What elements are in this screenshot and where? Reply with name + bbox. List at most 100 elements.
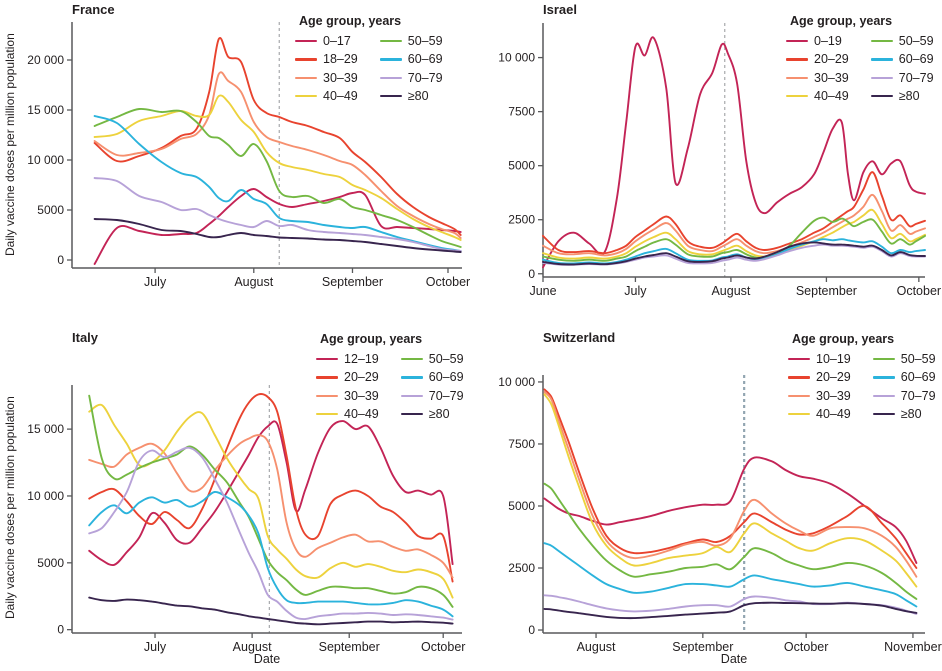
y-tick-label: 0: [528, 623, 535, 637]
legend-item-label: 70–79: [428, 388, 464, 403]
legend-item-label: 20–29: [344, 370, 379, 385]
x-tick-label: August: [234, 275, 273, 289]
legend-line-swatch: [872, 357, 895, 361]
series-line-30-39: [542, 193, 926, 257]
series-line-10-19: [543, 456, 918, 564]
legend-item-label: 50–59: [428, 352, 464, 367]
legend-item: 30–39: [295, 69, 358, 87]
series-line-18-29: [93, 37, 462, 236]
y-tick-label: 0: [57, 253, 64, 267]
legend-item-label: 40–49: [344, 407, 379, 422]
y-tick-label: 5000: [37, 203, 64, 217]
legend-item: 40–49: [316, 405, 379, 423]
series-line-30-39: [93, 71, 462, 239]
x-tick-label: October: [784, 640, 828, 654]
legend-item-label: ≥80: [900, 407, 922, 422]
series-line-50-59: [543, 482, 918, 600]
legend-line-swatch: [788, 412, 810, 416]
legend-item-label: 20–29: [814, 52, 849, 67]
series-line-20-29: [88, 393, 454, 583]
legend-item-label: 40–49: [814, 89, 849, 104]
legend-item-label: 60–69: [900, 370, 936, 385]
legend-item: 60–69: [870, 50, 934, 68]
x-axis-title-switzerland: Date: [720, 652, 748, 666]
y-tick-label: 7500: [508, 105, 535, 119]
x-tick-label: August: [711, 284, 750, 298]
legend-line-swatch: [870, 94, 893, 98]
legend-line-swatch: [295, 58, 317, 61]
legend-line-swatch: [786, 39, 808, 43]
legend-item-label: 70–79: [900, 388, 936, 403]
legend-item: 50–59: [870, 32, 934, 50]
series-line-60-69: [88, 490, 454, 618]
legend-line-swatch: [872, 412, 895, 416]
series-line--80: [542, 241, 926, 266]
x-tick-label: September: [322, 275, 383, 289]
legend-item-label: 50–59: [900, 352, 936, 367]
x-tick-label: August: [577, 640, 616, 654]
legend-line-swatch: [870, 39, 893, 43]
legend-item-label: 10–19: [816, 352, 851, 367]
legend-switzerland: Age group, years 10–19 20–29 30–39 40–49 50–…: [788, 332, 936, 423]
legend-item: 0–19: [786, 32, 849, 50]
line-chart-israel: 0 2500 5000 7500 10 000 June July August Septemb…: [498, 23, 941, 298]
panel-title-italy: Italy: [72, 330, 99, 345]
legend-item: 70–79: [379, 69, 443, 87]
legend-title: Age group, years: [792, 332, 895, 346]
legend-title: Age group, years: [299, 14, 402, 28]
legend-line-swatch: [316, 394, 338, 397]
line-chart-switzerland: 0 2500 5000 7500 10 000 August September Octobe…: [498, 375, 941, 654]
series-line-12-19: [88, 420, 454, 567]
legend-israel: Age group, years 0–19 20–29 30–39 40–49 50–5…: [786, 14, 934, 105]
y-tick-label: 10 000: [27, 489, 64, 503]
legend-item: 60–69: [379, 50, 443, 68]
legend-item-label: 50–59: [898, 34, 934, 49]
y-tick-label: 7500: [508, 437, 535, 451]
legend-line-swatch: [316, 412, 338, 416]
series-line-30-39: [543, 390, 918, 578]
legend-item: 40–49: [788, 405, 851, 423]
series-line-0-19: [542, 36, 926, 269]
legend-item: 12–19: [316, 350, 379, 368]
y-tick-label: 10 000: [498, 375, 535, 389]
panel-title-switzerland: Switzerland: [543, 330, 616, 345]
x-tick-label: October: [421, 640, 465, 654]
y-tick-label: 5000: [508, 159, 535, 173]
series-line-0-17: [93, 188, 462, 265]
legend-item: 50–59: [379, 32, 443, 50]
x-tick-label: September: [319, 640, 380, 654]
legend-item-label: 0–19: [814, 34, 842, 49]
legend-item: 50–59: [400, 350, 464, 368]
legend-line-swatch: [379, 76, 402, 79]
series-line--80: [88, 596, 454, 626]
legend-line-swatch: [400, 394, 423, 397]
legend-line-swatch: [872, 376, 895, 379]
legend-line-swatch: [379, 58, 402, 61]
legend-item-label: 12–19: [344, 352, 379, 367]
legend-line-swatch: [400, 412, 423, 416]
legend-item: 0–17: [295, 32, 358, 50]
legend-line-swatch: [786, 58, 808, 61]
y-tick-label: 20 000: [27, 53, 64, 67]
x-axis-title-italy: Date: [253, 652, 281, 666]
legend-item: 20–29: [316, 368, 379, 386]
y-tick-label: 15 000: [27, 422, 64, 436]
series-line--80: [93, 218, 462, 253]
legend-line-swatch: [316, 376, 338, 379]
x-tick-label: July: [144, 275, 167, 289]
legend-line-swatch: [872, 394, 895, 397]
legend-item-label: 20–29: [816, 370, 851, 385]
legend-italy: Age group, years 12–19 20–29 30–39 40–49 50–…: [316, 332, 464, 423]
series-line-60-69: [543, 542, 918, 608]
series-line-50-59: [542, 216, 926, 262]
legend-item: 10–19: [788, 350, 851, 368]
legend-item: 70–79: [872, 387, 936, 405]
legend-item-label: 60–69: [898, 52, 934, 67]
series-line-50-59: [88, 394, 454, 608]
legend-line-swatch: [870, 58, 893, 61]
legend-item-label: 70–79: [407, 70, 443, 85]
legend-line-swatch: [400, 376, 423, 379]
series-line-40-49: [542, 208, 926, 260]
series-line-50-59: [93, 107, 462, 248]
